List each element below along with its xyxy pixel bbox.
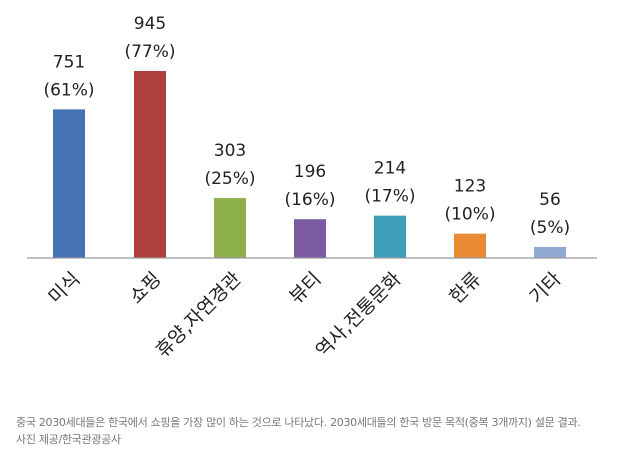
caption-line-2: 사진 제공/한국관광공사 [16, 431, 606, 448]
value-label-7: 56 [539, 190, 561, 210]
category-label-5: 역사,전통문화 [312, 268, 406, 362]
bar-chart: 751 (61%) 945 (77%) 303 (25%) 196 (16%) 214 (17%)… [0, 0, 617, 405]
bar-5 [374, 216, 406, 258]
caption-line-1: 중국 2030세대들은 한국에서 쇼핑을 가장 많이 하는 것으로 나타났다. … [16, 414, 606, 431]
value-label-3: 303 [214, 141, 246, 161]
bar-6 [454, 234, 486, 258]
bar-2 [134, 71, 166, 258]
bar-4 [294, 219, 326, 258]
value-label-1: 751 [53, 52, 85, 72]
category-label-4: 뷰티 [285, 268, 325, 308]
bar-1 [53, 109, 85, 258]
value-label-5: 214 [374, 159, 406, 179]
percent-label-1: (61%) [43, 80, 94, 100]
category-label-7: 기타 [525, 268, 565, 308]
value-label-4: 196 [294, 162, 326, 182]
value-labels-group: 751 (61%) 945 (77%) 303 (25%) 196 (16%) 214 (17%)… [43, 14, 570, 238]
percent-label-7: (5%) [530, 218, 570, 238]
category-label-6: 한류 [445, 268, 485, 308]
percent-label-5: (17%) [364, 187, 415, 207]
percent-label-6: (10%) [444, 205, 495, 225]
category-label-3: 휴양,자연경관 [152, 268, 246, 362]
percent-label-3: (25%) [204, 169, 255, 189]
value-label-2: 945 [134, 14, 166, 34]
value-label-6: 123 [454, 177, 486, 197]
category-label-1: 미식 [44, 268, 84, 308]
percent-label-2: (77%) [124, 42, 175, 62]
bar-3 [214, 198, 246, 258]
category-label-2: 쇼핑 [125, 268, 165, 308]
bar-7 [534, 247, 566, 258]
percent-label-4: (16%) [284, 190, 335, 210]
figure-caption: 중국 2030세대들은 한국에서 쇼핑을 가장 많이 하는 것으로 나타났다. … [16, 414, 606, 448]
